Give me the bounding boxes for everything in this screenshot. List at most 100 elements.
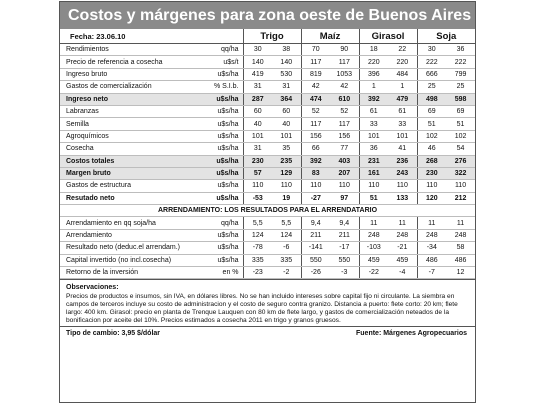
crop-header-maiz: Maíz [300, 29, 360, 44]
value-cell: 30 [416, 43, 447, 57]
value-cell: 69 [416, 105, 447, 119]
value-cell: 110 [330, 179, 360, 193]
value-cell: 1053 [330, 68, 360, 82]
value-cell: 474 [300, 93, 331, 106]
value-cell: -7 [416, 266, 447, 280]
value-cell: 220 [358, 55, 389, 69]
row-label: Labranzas [60, 105, 201, 119]
value-cell: 419 [242, 68, 273, 82]
row-label: Cosecha [60, 142, 201, 156]
value-cell: 161 [358, 167, 389, 181]
value-cell: 60 [242, 105, 273, 119]
value-cell: 52 [330, 105, 360, 119]
value-cell: 61 [388, 105, 418, 119]
value-cell: -22 [358, 266, 389, 280]
value-cell: -17 [330, 241, 360, 255]
table-row: Costos totales u$s/ha 230 235 392 403 231 236 26… [60, 155, 476, 168]
value-cell: 77 [330, 142, 360, 156]
value-cell: 211 [300, 229, 331, 243]
table-row: Arrendamiento en qq soja/ha qq/ha 5,5 5,5 9,… [60, 216, 476, 230]
value-cell: 11 [416, 216, 447, 230]
value-cell: 31 [242, 80, 273, 94]
value-cell: 156 [300, 130, 331, 144]
table-row: Retorno de la inversión en % -23 -2 -26 -3 -22… [60, 266, 476, 280]
value-cell: 101 [242, 130, 273, 144]
value-cell: -78 [242, 241, 273, 255]
table-row: Labranzas u$s/ha 60 60 52 52 61 61 69 69 [60, 105, 476, 119]
value-cell: 69 [446, 105, 476, 119]
value-cell: 54 [446, 142, 476, 156]
row-label: Semilla [60, 117, 201, 131]
value-cell: 287 [242, 93, 273, 106]
table-header-row: Fecha: 23.06.10 Trigo Maíz Girasol Soja [60, 29, 476, 44]
row-unit: u$s/ha [201, 117, 244, 131]
table-row: Semilla u$s/ha 40 40 117 117 33 33 51 51 [60, 117, 476, 131]
value-cell: 211 [330, 229, 360, 243]
observations-text: Precios de productos e insumos, sin IVA,… [66, 292, 458, 325]
value-cell: 124 [272, 229, 302, 243]
row-label: Arrendamiento [60, 229, 201, 243]
row-label: Resultado neto (deduc.el arrendam.) [60, 241, 201, 255]
row-label: Arrendamiento en qq soja/ha [60, 216, 201, 230]
row-unit: % S.I.b. [201, 80, 244, 94]
row-unit: u$s/ha [201, 105, 244, 119]
row-unit: u$s/ha [201, 179, 244, 193]
exchange-rate: Tipo de cambio: 3,95 $/dólar [66, 330, 161, 338]
table-row: Capital invertido (no incl.cosecha) u$s/h… [60, 254, 476, 268]
value-cell: 120 [416, 192, 447, 206]
table-row: Arrendamiento u$s/ha 124 124 211 211 248 248 248… [60, 229, 476, 243]
row-label: Gastos de estructura [60, 179, 201, 193]
row-unit: u$s/ha [201, 254, 244, 268]
value-cell: 58 [446, 241, 476, 255]
value-cell: 35 [272, 142, 302, 156]
value-cell: 40 [242, 117, 273, 131]
value-cell: 459 [388, 254, 418, 268]
value-cell: 110 [388, 179, 418, 193]
value-cell: 486 [416, 254, 447, 268]
value-cell: 236 [388, 155, 418, 168]
value-cell: 156 [330, 130, 360, 144]
value-cell: 33 [358, 117, 389, 131]
row-unit: u$s/ha [201, 241, 244, 255]
value-cell: 276 [446, 155, 476, 168]
value-cell: 70 [300, 43, 331, 57]
value-cell: 18 [358, 43, 389, 57]
row-label: Resutado neto [60, 192, 201, 206]
row-label: Gastos de comercialización [60, 80, 201, 94]
value-cell: 133 [388, 192, 418, 206]
value-cell: 248 [446, 229, 476, 243]
row-label: Margen bruto [60, 167, 201, 181]
value-cell: 11 [446, 216, 476, 230]
value-cell: 322 [446, 167, 476, 181]
value-cell: 22 [388, 43, 418, 57]
value-cell: 230 [242, 155, 273, 168]
row-unit: u$s/ha [201, 93, 244, 106]
value-cell: 5,5 [272, 216, 302, 230]
table-row: Gastos de estructura u$s/ha 110 110 110 110 11… [60, 179, 476, 193]
value-cell: 11 [358, 216, 389, 230]
value-cell: 598 [446, 93, 476, 106]
row-label: Costos totales [60, 155, 201, 168]
value-cell: 140 [242, 55, 273, 69]
row-unit: u$s/ha [201, 130, 244, 144]
value-cell: 31 [272, 80, 302, 94]
value-cell: 335 [242, 254, 273, 268]
row-label: Ingreso bruto [60, 68, 201, 82]
row-label: Precio de referencia a cosecha [60, 55, 201, 69]
value-cell: 101 [272, 130, 302, 144]
value-cell: 220 [388, 55, 418, 69]
value-cell: 25 [446, 80, 476, 94]
value-cell: 498 [416, 93, 447, 106]
crop-header-soja: Soja [416, 29, 476, 44]
table-row: Rendimientos qq/ha 30 38 70 90 18 22 30 36 [60, 43, 476, 57]
table-row: Precio de referencia a cosecha u$s/t 140 14… [60, 55, 476, 69]
value-cell: 110 [242, 179, 273, 193]
value-cell: 30 [242, 43, 273, 57]
row-unit: u$s/ha [201, 167, 244, 181]
row-unit: u$s/t [201, 55, 244, 69]
value-cell: 102 [416, 130, 447, 144]
value-cell: 19 [272, 192, 302, 206]
value-cell: 110 [446, 179, 476, 193]
observations: Observaciones: Precios de productos e in… [60, 279, 475, 326]
value-cell: 484 [388, 68, 418, 82]
